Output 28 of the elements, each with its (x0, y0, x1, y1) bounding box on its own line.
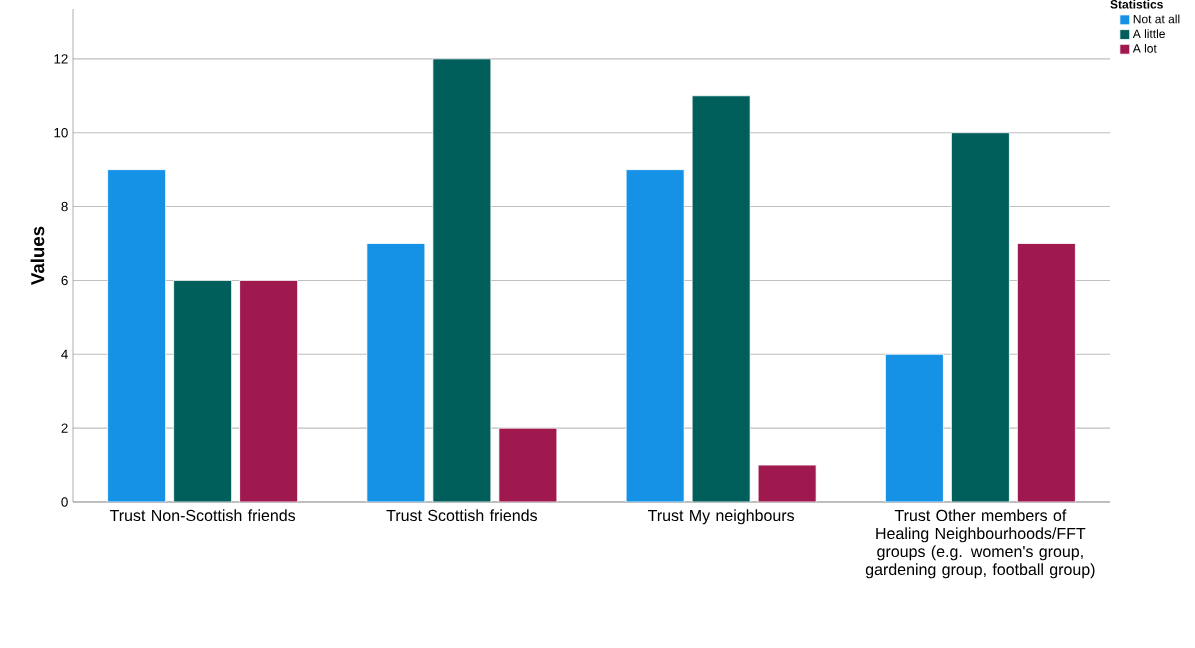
y-tick-label: 0 (61, 497, 68, 507)
y-tick-label: 8 (61, 201, 68, 212)
bar (950, 132, 1010, 502)
x-tick-label: Trust Scottish friends (386, 509, 538, 522)
x-tick-label: Trust My neighbours (647, 509, 795, 525)
bar (625, 169, 685, 502)
legend-title: Statistics (1110, 0, 1163, 9)
legend-label: A little (1132, 29, 1165, 39)
bar (498, 427, 558, 502)
x-tick-label: Trust Non-Scottish friends (109, 509, 296, 522)
legend-label: Not at all (1133, 14, 1180, 24)
y-tick-label: 6 (61, 275, 68, 286)
y-tick-label: 12 (54, 54, 68, 64)
y-tick-label: 4 (61, 349, 68, 359)
bar (1016, 243, 1076, 502)
y-tick-label: 10 (54, 127, 68, 138)
bar (757, 464, 817, 502)
bar (884, 353, 944, 502)
legend-label: A lot (1132, 43, 1157, 53)
x-tick-label: Trust Other members of Healing Neighbourhoods/FFT groups (e.g. women's group, gardening group, football group) (865, 509, 1095, 579)
bar (107, 169, 167, 502)
bar (173, 280, 233, 502)
y-tick-label: 2 (61, 423, 68, 433)
bar (691, 95, 751, 502)
bar (366, 243, 426, 502)
y-axis-title: Values (30, 226, 45, 285)
bar (432, 58, 492, 502)
bar (239, 280, 299, 502)
